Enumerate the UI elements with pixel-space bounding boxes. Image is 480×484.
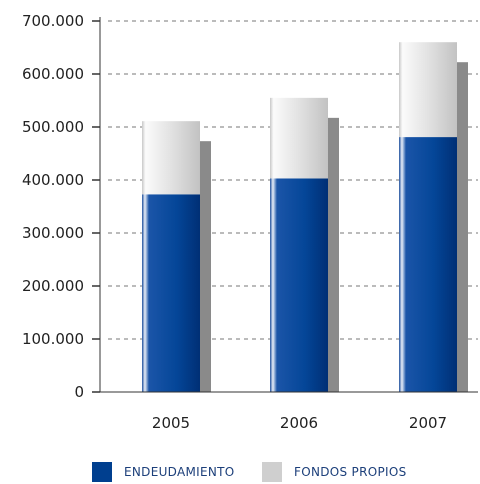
x-tick-label: 2007	[409, 414, 447, 432]
bar-shadow	[328, 117, 339, 392]
x-tick-label: 2006	[280, 414, 318, 432]
legend-label-endeudamiento: ENDEUDAMIENTO	[124, 465, 235, 479]
legend-item-fondos-propios: FONDOS PROPIOS	[262, 462, 407, 482]
x-tick-label: 2005	[152, 414, 190, 432]
y-tick-label: 600.000	[22, 65, 84, 83]
legend-label-fondos-propios: FONDOS PROPIOS	[294, 465, 407, 479]
y-tick-label: 300.000	[22, 224, 84, 242]
legend: ENDEUDAMIENTO FONDOS PROPIOS	[0, 462, 480, 484]
y-tick-label: 200.000	[22, 277, 84, 295]
bar-fondos-propios	[270, 97, 328, 179]
bars	[142, 42, 457, 392]
bar-endeudamiento	[399, 137, 457, 392]
bar-endeudamiento	[142, 194, 200, 392]
axes: 0 100.000 200.000 300.000 400.000 500.000 600.…	[22, 12, 478, 432]
y-tick-label: 0	[74, 383, 84, 401]
stacked-bar-chart: 0 100.000 200.000 300.000 400.000 500.000 600.…	[22, 12, 478, 432]
legend-swatch-fondos-propios	[262, 462, 282, 482]
bar-shadow	[200, 141, 211, 392]
bar-shadow	[457, 62, 468, 392]
y-tick-label: 100.000	[22, 330, 84, 348]
y-tick-label: 400.000	[22, 171, 84, 189]
legend-swatch-endeudamiento	[92, 462, 112, 482]
bar-endeudamiento	[270, 178, 328, 392]
legend-item-endeudamiento: ENDEUDAMIENTO	[92, 462, 235, 482]
y-tick-label: 700.000	[22, 12, 84, 30]
bar-fondos-propios	[142, 121, 200, 195]
bar-shadows	[200, 62, 468, 392]
y-tick-label: 500.000	[22, 118, 84, 136]
bar-fondos-propios	[399, 42, 457, 138]
